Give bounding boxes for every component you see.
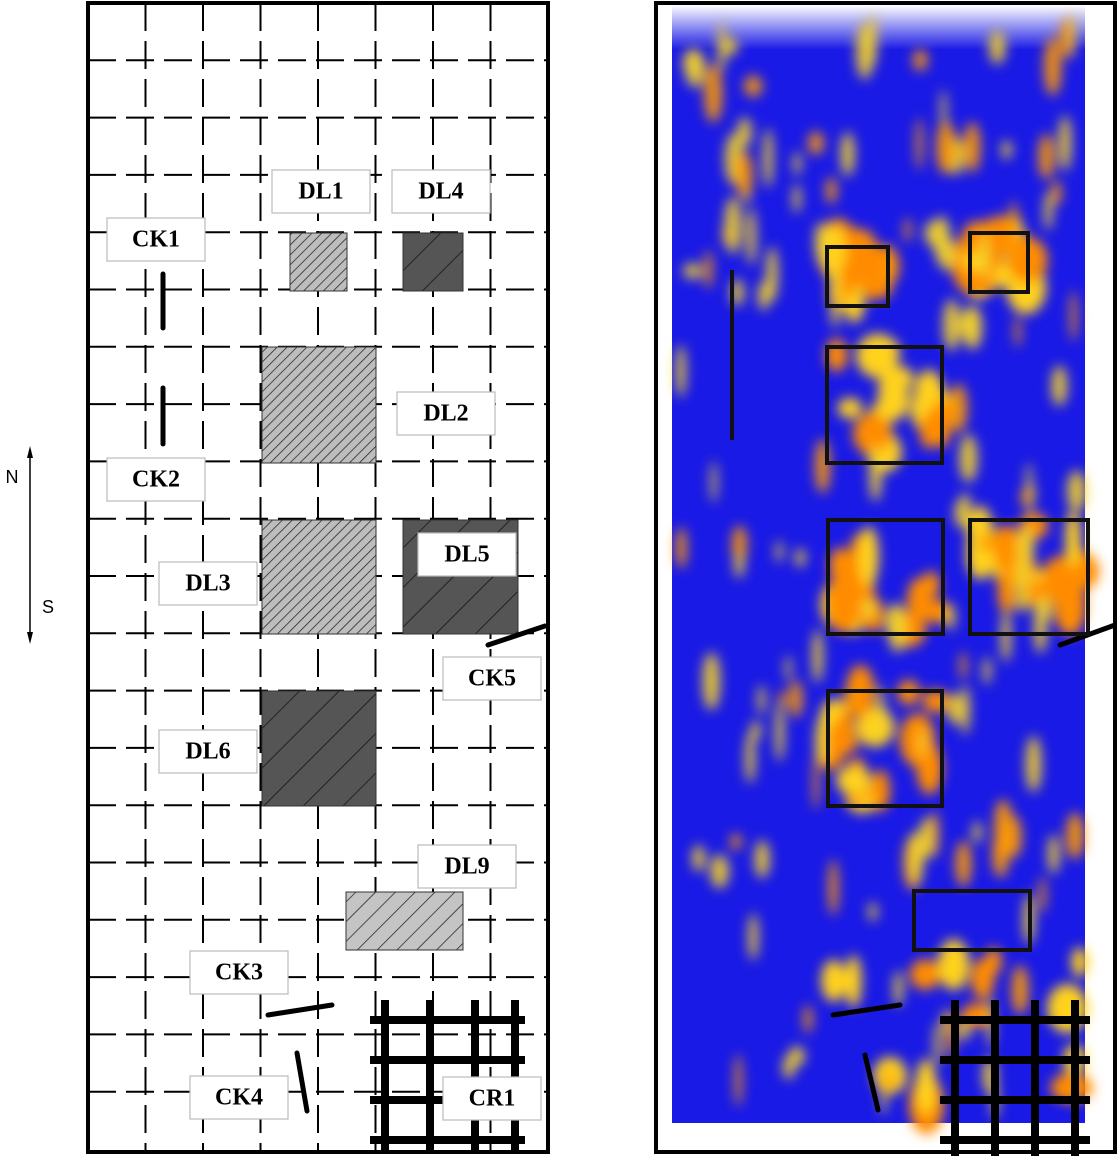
feature-label: CK3 — [190, 951, 288, 994]
feature-label: DL9 — [418, 845, 516, 888]
feature-label: DL6 — [159, 730, 257, 773]
feature-label-text: CK3 — [215, 960, 263, 986]
feature-label-text: DL3 — [185, 571, 230, 597]
feature-label-text: CK5 — [468, 666, 516, 692]
feature-label-text: DL4 — [418, 179, 463, 205]
feature-label: DL1 — [272, 170, 370, 213]
feature-label: CK2 — [107, 458, 205, 501]
feature-label-text: CK2 — [132, 467, 180, 493]
feature-label-text: CK4 — [215, 1085, 263, 1111]
feature-label: CK4 — [190, 1076, 288, 1119]
diagram: N S DL1 DL4 CK1 DL2 CK2 DL3 DL5 CK5 DL6 DL9 CK3 CK4… — [0, 0, 1117, 1156]
radargram — [656, 3, 1115, 1156]
feature-label: CR1 — [443, 1077, 541, 1120]
feature-label-text: DL1 — [298, 179, 343, 205]
feature-label-text: DL2 — [423, 401, 468, 427]
south-label: S — [42, 597, 54, 617]
feature-label: DL2 — [397, 392, 495, 435]
north-label: N — [6, 467, 19, 487]
schematic: DL1 DL4 CK1 DL2 CK2 DL3 DL5 CK5 DL6 DL9 CK3 CK4 CR1 — [88, 3, 548, 1152]
feature-label-text: DL5 — [444, 542, 489, 568]
compass: N S — [6, 446, 55, 644]
feature-label-text: CR1 — [469, 1086, 516, 1112]
feature-label: DL5 — [418, 533, 516, 576]
feature-label: CK5 — [443, 657, 541, 700]
feature-label-text: CK1 — [132, 227, 180, 253]
feature-label-text: DL9 — [444, 854, 489, 880]
feature-label: DL4 — [392, 170, 490, 213]
feature-label: CK1 — [107, 218, 205, 261]
feature-label: DL3 — [159, 562, 257, 605]
feature-label-text: DL6 — [185, 739, 230, 765]
